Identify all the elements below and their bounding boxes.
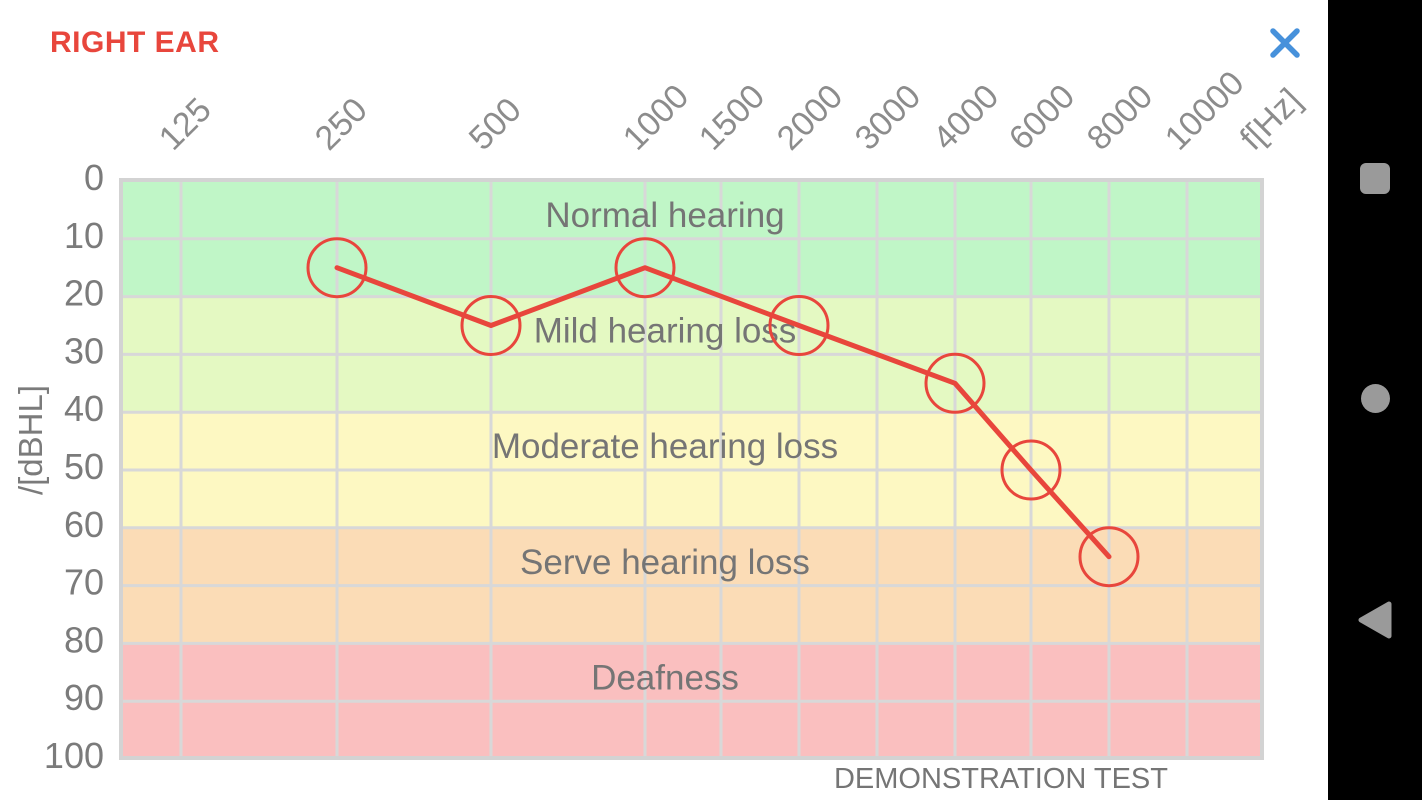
zone-label: Normal hearing [545, 196, 784, 235]
threshold-line [334, 265, 1112, 560]
data-point-marker [1000, 439, 1062, 501]
recents-button[interactable] [1328, 146, 1422, 210]
zone-label: Mild hearing loss [534, 312, 797, 351]
audiogram-chart: Normal hearing Mild hearing loss Moderate … [12, 64, 1309, 776]
close-button[interactable] [1262, 20, 1310, 68]
page-title: RIGHT EAR [50, 26, 220, 59]
back-button[interactable] [1328, 588, 1422, 652]
y-tick-label: 0 [84, 157, 104, 198]
y-tick-label: 80 [64, 619, 104, 660]
zone-label: Moderate hearing loss [492, 427, 838, 466]
x-tick-label: 4000 [926, 77, 1006, 157]
y-tick-label: 60 [64, 504, 104, 545]
data-point-marker [614, 237, 676, 299]
y-axis-label: /[dBHL] [12, 385, 49, 495]
y-tick-label: 90 [64, 677, 104, 718]
y-tick-label: 10 [64, 215, 104, 256]
data-point-marker [768, 295, 830, 356]
zone-label: Deafness [591, 658, 739, 697]
zone-label: Serve hearing loss [520, 543, 810, 582]
y-tick-label: 100 [44, 735, 104, 776]
data-point-marker [460, 295, 522, 356]
close-x-icon [1270, 27, 1300, 58]
android-navbar [1328, 0, 1422, 800]
y-tick-label: 30 [64, 330, 104, 371]
y-tick-label: 20 [64, 273, 104, 314]
x-tick-label: 3000 [848, 77, 928, 157]
data-point-marker [306, 237, 368, 299]
x-tick-label: 10000 [1158, 64, 1252, 158]
demonstration-test-label: DEMONSTRATION TEST [833, 763, 1168, 795]
x-tick-label: 125 [152, 91, 219, 158]
x-tick-label: 6000 [1002, 77, 1082, 157]
y-tick-label: 40 [64, 388, 104, 429]
y-tick-label: 70 [64, 562, 104, 603]
data-point-marker [1078, 526, 1140, 588]
data-point-marker [924, 352, 986, 414]
x-tick-label: 8000 [1080, 77, 1160, 157]
x-tick-label: 2000 [770, 77, 850, 157]
x-tick-label: 1500 [692, 77, 772, 157]
home-button[interactable] [1328, 366, 1422, 430]
app-area: RIGHT EAR Normal hearing Mild hearing los… [12, 20, 1310, 795]
back-triangle-icon [1358, 601, 1392, 639]
x-tick-label: 250 [308, 91, 375, 158]
home-circle-icon [1360, 383, 1390, 413]
plot-border [119, 178, 1264, 760]
y-tick-label: 50 [64, 446, 104, 487]
recents-square-icon [1360, 162, 1390, 194]
x-tick-label: 500 [462, 91, 529, 158]
x-tick-label: 1000 [616, 77, 696, 157]
